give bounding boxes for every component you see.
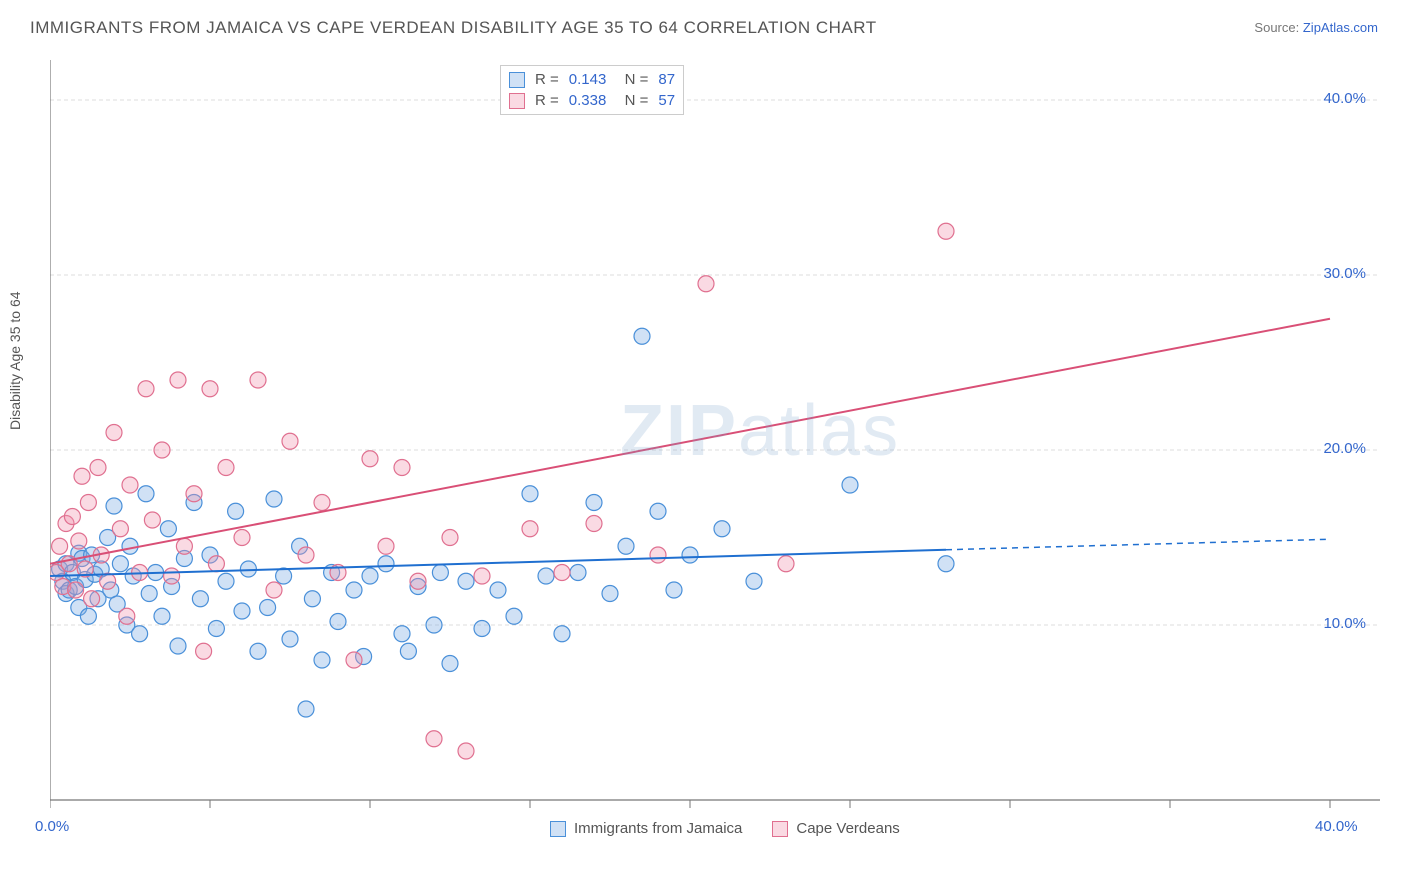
legend-r-value-capeverdean: 0.338 <box>569 92 607 109</box>
legend-label-jamaica: Immigrants from Jamaica <box>574 820 742 837</box>
legend-swatch-capeverdean-bottom <box>772 821 788 837</box>
legend-label-capeverdean: Cape Verdeans <box>796 820 899 837</box>
series-legend: Immigrants from Jamaica Cape Verdeans <box>540 820 910 837</box>
legend-n-label: N = <box>616 71 648 88</box>
source-link[interactable]: ZipAtlas.com <box>1303 20 1378 35</box>
chart-area: ZIPatlas R = 0.143 N = 87 R = 0.338 N = … <box>50 60 1380 830</box>
y-tick-label: 10.0% <box>1323 615 1366 632</box>
legend-item-capeverdean: Cape Verdeans <box>772 820 899 837</box>
legend-swatch-capeverdean <box>509 93 525 109</box>
legend-r-value-jamaica: 0.143 <box>569 71 607 88</box>
scatter-plot <box>50 60 1380 830</box>
legend-swatch-jamaica-bottom <box>550 821 566 837</box>
y-tick-label: 20.0% <box>1323 440 1366 457</box>
legend-n-label: N = <box>616 92 648 109</box>
chart-title: IMMIGRANTS FROM JAMAICA VS CAPE VERDEAN … <box>30 18 877 38</box>
y-tick-label: 30.0% <box>1323 265 1366 282</box>
legend-row-jamaica: R = 0.143 N = 87 <box>509 69 675 90</box>
legend-n-value-jamaica: 87 <box>658 71 675 88</box>
y-axis-label: Disability Age 35 to 64 <box>7 291 23 430</box>
legend-r-label: R = <box>535 71 559 88</box>
legend-row-capeverdean: R = 0.338 N = 57 <box>509 90 675 111</box>
legend-swatch-jamaica <box>509 72 525 88</box>
x-tick-label: 40.0% <box>1315 818 1358 835</box>
legend-n-value-capeverdean: 57 <box>658 92 675 109</box>
y-tick-label: 40.0% <box>1323 90 1366 107</box>
legend-item-jamaica: Immigrants from Jamaica <box>550 820 742 837</box>
source-attribution: Source: ZipAtlas.com <box>1254 20 1378 35</box>
legend-r-label: R = <box>535 92 559 109</box>
correlation-legend: R = 0.143 N = 87 R = 0.338 N = 57 <box>500 65 684 115</box>
x-tick-label: 0.0% <box>35 818 69 835</box>
source-label: Source: <box>1254 20 1299 35</box>
